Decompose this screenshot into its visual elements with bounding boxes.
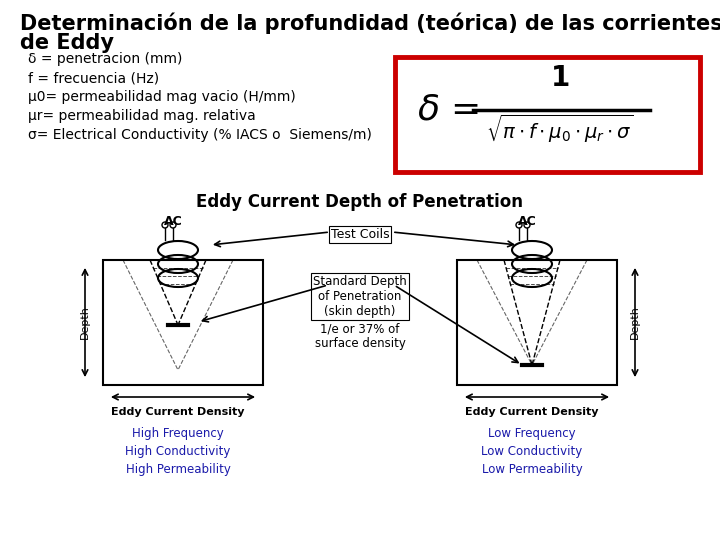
Text: 1: 1	[550, 64, 570, 92]
Text: $\delta$ =: $\delta$ =	[417, 92, 479, 126]
Text: δ = penetracion (mm): δ = penetracion (mm)	[28, 52, 182, 66]
Text: Standard Depth
of Penetration
(skin depth): Standard Depth of Penetration (skin dept…	[313, 275, 407, 318]
Text: f = frecuencia (Hz): f = frecuencia (Hz)	[28, 71, 159, 85]
Text: High Frequency
High Conductivity
High Permeability: High Frequency High Conductivity High Pe…	[125, 427, 230, 476]
FancyBboxPatch shape	[395, 57, 700, 172]
Text: Test Coils: Test Coils	[330, 228, 390, 241]
Text: Eddy Current Density: Eddy Current Density	[465, 407, 599, 417]
Text: AC: AC	[163, 215, 182, 228]
Text: Eddy Current Depth of Penetration: Eddy Current Depth of Penetration	[197, 193, 523, 211]
Text: $\sqrt{\pi \cdot f \cdot \mu_0 \cdot \mu_r \cdot \sigma}$: $\sqrt{\pi \cdot f \cdot \mu_0 \cdot \mu…	[486, 112, 634, 145]
Text: Determinación de la profundidad (teórica) de las corrientes: Determinación de la profundidad (teórica…	[20, 12, 720, 33]
Text: Depth: Depth	[80, 306, 90, 340]
Text: σ= Electrical Conductivity (% IACS o  Siemens/m): σ= Electrical Conductivity (% IACS o Sie…	[28, 128, 372, 142]
Text: Depth: Depth	[630, 306, 640, 340]
Text: Eddy Current Density: Eddy Current Density	[112, 407, 245, 417]
Bar	[457, 260, 617, 385]
Text: AC: AC	[518, 215, 536, 228]
Bar	[103, 260, 263, 385]
Text: 1/e or 37% of
surface density: 1/e or 37% of surface density	[315, 322, 405, 350]
Text: Low Frequency
Low Conductivity
Low Permeability: Low Frequency Low Conductivity Low Perme…	[482, 427, 582, 476]
Text: de Eddy: de Eddy	[20, 33, 114, 53]
Text: μr= permeabilidad mag. relativa: μr= permeabilidad mag. relativa	[28, 109, 256, 123]
Text: μ0= permeabilidad mag vacio (H/mm): μ0= permeabilidad mag vacio (H/mm)	[28, 90, 296, 104]
